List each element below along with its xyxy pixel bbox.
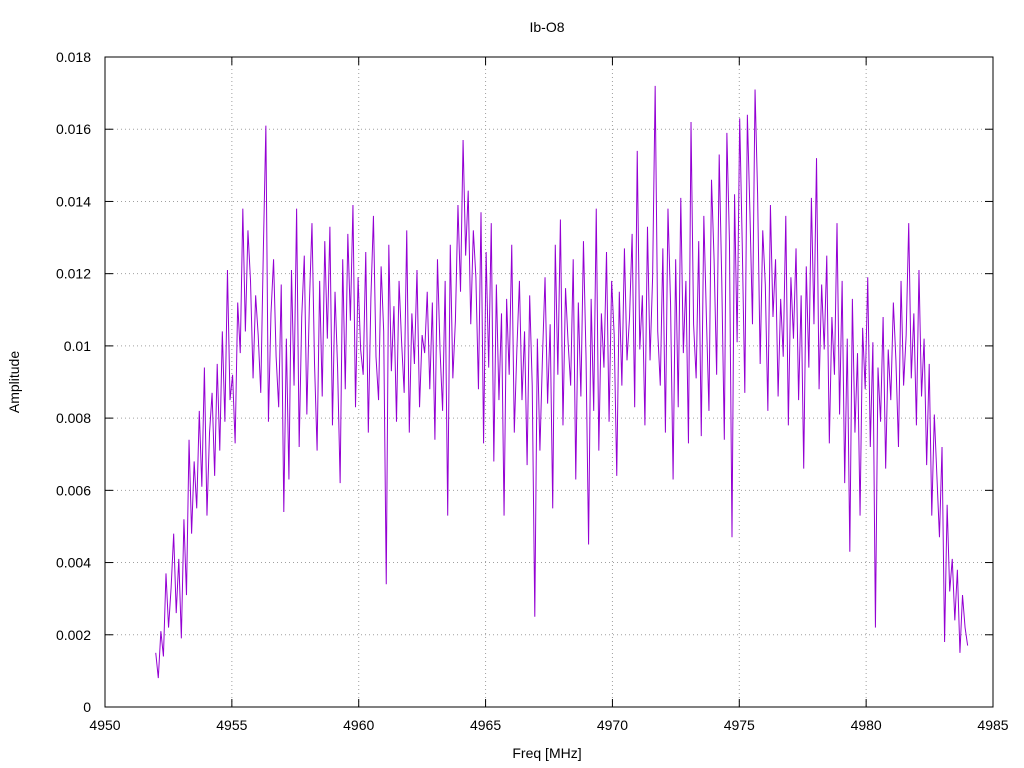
grid-lines (105, 57, 993, 707)
x-tick-label: 4950 (89, 717, 120, 733)
x-axis-title: Freq [MHz] (512, 745, 581, 761)
y-tick-label: 0.004 (56, 555, 91, 571)
x-tick-label: 4970 (597, 717, 628, 733)
y-tick-label: 0.01 (64, 338, 91, 354)
x-tick-label: 4965 (470, 717, 501, 733)
y-tick-label: 0.014 (56, 193, 91, 209)
x-tick-label: 4980 (851, 717, 882, 733)
y-tick-label: 0.016 (56, 121, 91, 137)
x-tick-labels: 4950 4955 4960 4965 4970 4975 4980 4985 (89, 717, 1008, 733)
y-tick-label: 0.002 (56, 627, 91, 643)
y-tick-label: 0.006 (56, 482, 91, 498)
plot-frame (104, 56, 994, 708)
chart-title: Ib-O8 (529, 19, 564, 35)
y-tick-label: 0.012 (56, 266, 91, 282)
y-tick-label: 0.018 (56, 49, 91, 65)
x-tick-label: 4955 (216, 717, 247, 733)
x-tick-label: 4960 (343, 717, 374, 733)
y-axis-title: Amplitude (6, 351, 22, 413)
x-tick-label: 4985 (977, 717, 1008, 733)
x-tick-label: 4975 (724, 717, 755, 733)
series-line-ib-o8 (155, 85, 969, 679)
y-tick-labels: 0 0.002 0.004 0.006 0.008 0.01 0.012 0.014 0.016… (56, 49, 91, 715)
y-tick-label: 0.008 (56, 410, 91, 426)
axis-ticks (104, 56, 994, 708)
y-tick-label: 0 (83, 699, 91, 715)
